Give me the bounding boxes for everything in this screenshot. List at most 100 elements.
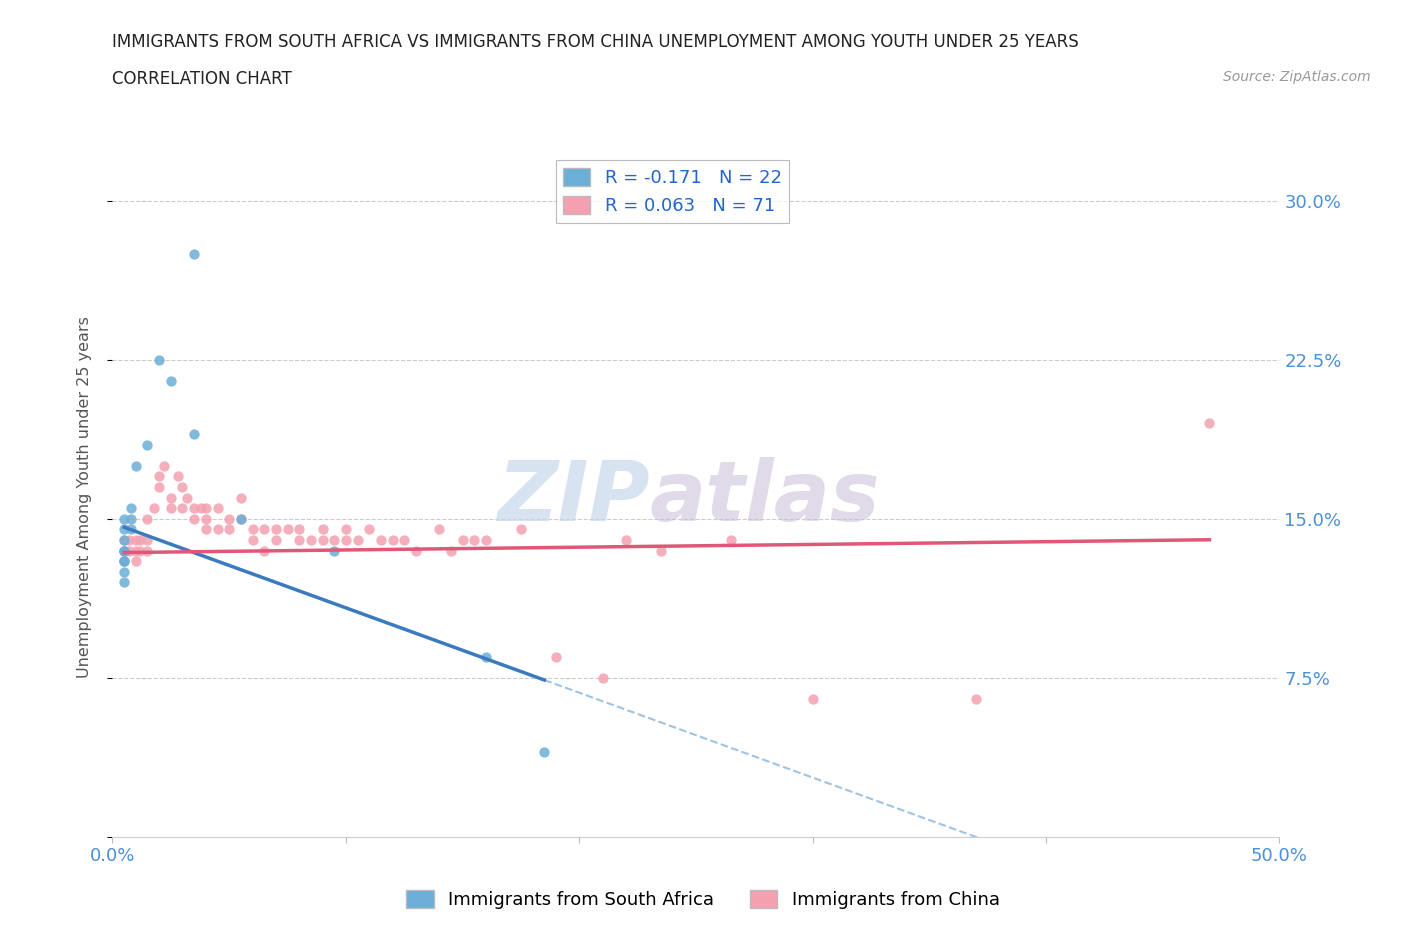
Point xyxy=(323,533,346,548)
Point xyxy=(207,500,229,515)
Point xyxy=(475,649,498,664)
Point xyxy=(112,533,135,548)
Point xyxy=(125,543,148,558)
Point xyxy=(242,522,264,537)
Y-axis label: Unemployment Among Youth under 25 years: Unemployment Among Youth under 25 years xyxy=(77,316,91,679)
Point xyxy=(112,522,135,537)
Point xyxy=(160,500,183,515)
Text: ZIP: ZIP xyxy=(496,457,650,538)
Point xyxy=(207,522,229,537)
Point xyxy=(229,490,252,505)
Point xyxy=(509,522,531,537)
Point xyxy=(359,522,381,537)
Point xyxy=(335,522,357,537)
Point xyxy=(112,543,135,558)
Point xyxy=(194,522,217,537)
Point xyxy=(183,427,205,442)
Point xyxy=(148,480,170,495)
Point xyxy=(112,565,135,579)
Point xyxy=(405,543,427,558)
Point xyxy=(112,553,135,568)
Text: CORRELATION CHART: CORRELATION CHART xyxy=(112,70,292,87)
Point xyxy=(125,458,148,473)
Point xyxy=(112,512,135,526)
Point xyxy=(160,374,183,389)
Point xyxy=(229,512,252,526)
Point xyxy=(136,543,159,558)
Point xyxy=(650,543,672,558)
Point xyxy=(533,745,555,760)
Point xyxy=(160,490,183,505)
Point xyxy=(229,512,252,526)
Point xyxy=(392,533,416,548)
Text: Source: ZipAtlas.com: Source: ZipAtlas.com xyxy=(1223,70,1371,84)
Point xyxy=(614,533,637,548)
Point xyxy=(112,543,135,558)
Point xyxy=(194,500,217,515)
Point xyxy=(475,533,498,548)
Point xyxy=(112,543,135,558)
Point xyxy=(346,533,368,548)
Point xyxy=(125,533,148,548)
Point xyxy=(218,522,240,537)
Point xyxy=(451,533,474,548)
Point xyxy=(242,533,264,548)
Point xyxy=(253,522,276,537)
Point xyxy=(153,458,176,473)
Point xyxy=(311,533,333,548)
Point xyxy=(288,533,311,548)
Point xyxy=(801,692,824,707)
Point xyxy=(120,512,142,526)
Point xyxy=(592,671,614,685)
Point xyxy=(323,543,346,558)
Point xyxy=(112,533,135,548)
Point xyxy=(370,533,392,548)
Point xyxy=(118,533,141,548)
Point xyxy=(136,533,159,548)
Point xyxy=(190,500,212,515)
Point xyxy=(166,469,188,484)
Legend: Immigrants from South Africa, Immigrants from China: Immigrants from South Africa, Immigrants… xyxy=(399,883,1007,916)
Point xyxy=(129,533,152,548)
Point xyxy=(118,543,141,558)
Point xyxy=(176,490,198,505)
Text: atlas: atlas xyxy=(650,457,880,538)
Point xyxy=(183,246,205,261)
Point xyxy=(276,522,298,537)
Point xyxy=(112,553,135,568)
Point xyxy=(125,553,148,568)
Point xyxy=(253,543,276,558)
Point xyxy=(440,543,463,558)
Point xyxy=(218,512,240,526)
Point xyxy=(183,512,205,526)
Point xyxy=(288,522,311,537)
Point xyxy=(463,533,485,548)
Point xyxy=(299,533,322,548)
Point xyxy=(172,500,194,515)
Point xyxy=(1198,416,1220,431)
Point xyxy=(194,512,217,526)
Point xyxy=(720,533,742,548)
Point xyxy=(264,522,287,537)
Point xyxy=(120,522,142,537)
Point xyxy=(311,522,333,537)
Point xyxy=(148,469,170,484)
Point xyxy=(381,533,404,548)
Point xyxy=(264,533,287,548)
Point xyxy=(148,352,170,367)
Text: IMMIGRANTS FROM SOUTH AFRICA VS IMMIGRANTS FROM CHINA UNEMPLOYMENT AMONG YOUTH U: IMMIGRANTS FROM SOUTH AFRICA VS IMMIGRAN… xyxy=(112,33,1080,50)
Point xyxy=(112,575,135,590)
Point xyxy=(544,649,567,664)
Point xyxy=(112,543,135,558)
Point xyxy=(335,533,357,548)
Point xyxy=(112,553,135,568)
Point xyxy=(427,522,450,537)
Point xyxy=(965,692,987,707)
Point xyxy=(129,543,152,558)
Legend: R = -0.171   N = 22, R = 0.063   N = 71: R = -0.171 N = 22, R = 0.063 N = 71 xyxy=(557,160,789,222)
Point xyxy=(183,500,205,515)
Point xyxy=(136,437,159,452)
Point xyxy=(120,500,142,515)
Point xyxy=(172,480,194,495)
Point xyxy=(136,512,159,526)
